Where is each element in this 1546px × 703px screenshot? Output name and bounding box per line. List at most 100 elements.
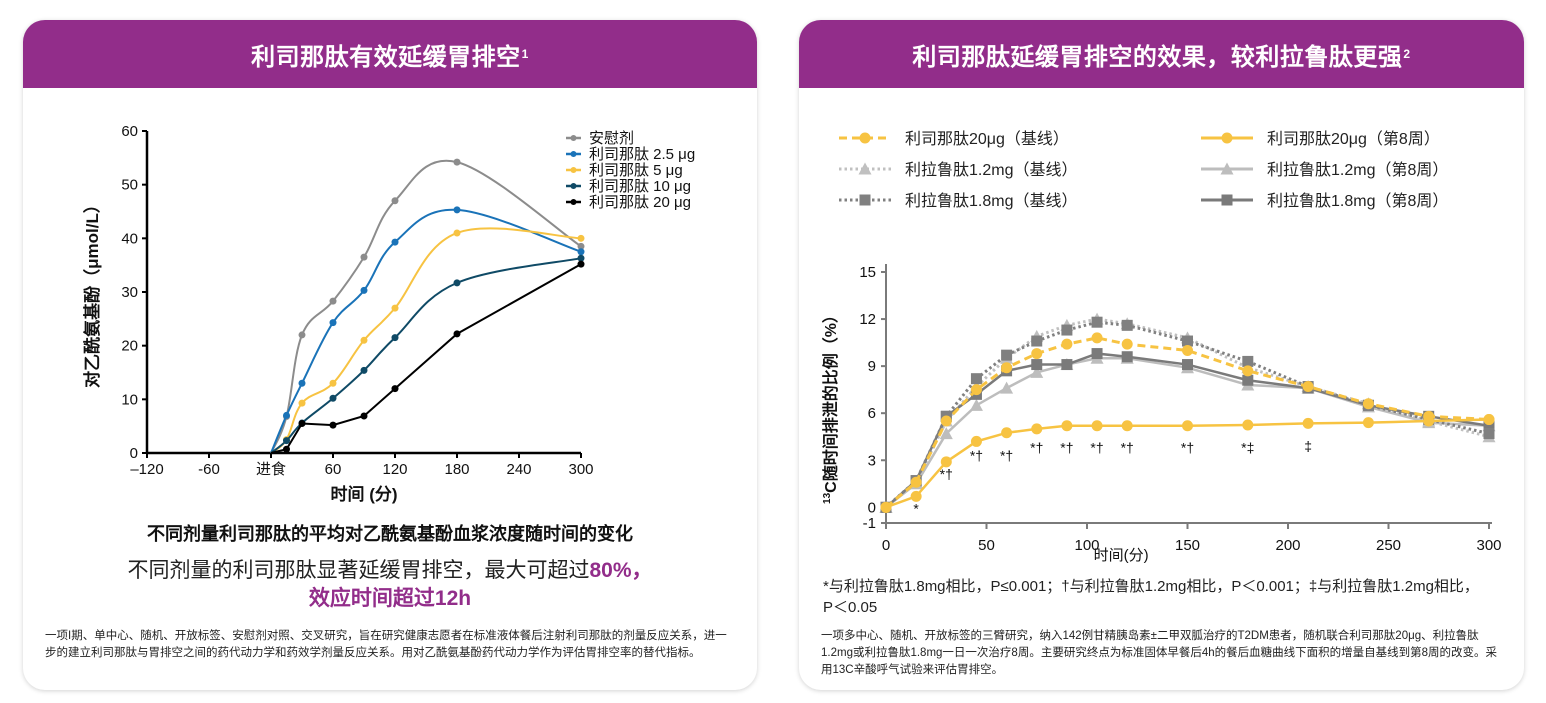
data-point-square [1061,324,1073,336]
y-axis-title: 13C随时间排泄的比例（%） [821,307,840,504]
y-tick-label: 30 [121,284,138,301]
data-point [360,336,368,344]
data-point-square [970,373,982,385]
legend-label: 利司那肽 20 μg [589,194,691,211]
data-point-triangle [939,427,953,440]
x-tick-label: 0 [882,537,890,554]
legend-label: 利司那肽 2.5 μg [589,146,695,163]
legend-label: 利拉鲁肽1.2mg（基线） [905,161,1077,179]
significance-marker: *† [1060,439,1073,455]
headline-highlight-percent: 80%， [589,559,653,582]
data-point-circle [1221,132,1233,144]
series-line-4 [885,320,1490,509]
data-point-square [1242,355,1254,367]
gastric-emptying-chart: 利司那肽20μg（基线） 利司那肽20μg（第8周） 利拉鲁肽1.2mg（基线） 利拉… [821,130,1502,564]
data-point-square [1242,374,1254,386]
data-point [360,253,368,261]
y-tick-label: 60 [121,123,138,140]
data-point-circle [1182,420,1193,432]
x-tick-label: 250 [1376,537,1401,554]
data-point [453,158,461,166]
data-point-square [1121,351,1133,363]
data-point-circle [910,490,922,502]
y-tick-label: -1 [863,515,876,532]
data-point [453,279,461,287]
y-tick-label: 10 [121,391,138,408]
legend-swatch-marker [570,199,577,205]
data-point-circle [940,415,952,427]
data-point-triangle [1220,162,1234,175]
data-point [360,366,368,374]
data-point [391,304,399,312]
data-point-triangle [969,398,983,411]
data-point-square [1031,335,1043,347]
data-point-circle [1091,420,1103,432]
data-point [577,260,585,268]
data-point-circle [880,501,892,513]
x-tick-label: 240 [506,461,531,478]
right-footnote: 一项多中心、随机、开放标签的三臂研究，纳入142例甘精胰岛素±二甲双胍治疗的T2… [821,630,1498,676]
data-point [283,445,290,453]
data-point-circle [1423,415,1435,427]
data-point-square [1483,420,1495,432]
legend-label: 利拉鲁肽1.2mg（第8周） [1267,161,1448,179]
y-tick-label: 3 [868,452,876,469]
data-point-square [1221,194,1233,206]
data-point-square [1091,348,1103,360]
data-point [453,229,461,237]
data-point [283,437,290,445]
left-headline: 不同剂量的利司那肽显著延缓胃排空，最大可超过80%， 效应时间超过12h [23,557,757,613]
legend-swatch-marker [570,167,577,173]
acetaminophen-chart: 0 10 20 30 40 50 60 –120 -60 进食 60 120 180 240 300 时间 (… [82,123,695,504]
left-panel-title: 利司那肽有效延缓胃排空 [251,43,521,71]
x-tick-label: 120 [382,461,407,478]
x-tick-label: 300 [1476,537,1501,554]
x-tick-label: –120 [130,461,163,478]
data-point-square [1182,335,1193,347]
data-point [329,379,337,387]
data-point [329,394,337,402]
right-panel-title: 利司那肽延缓胃排空的效果，较利拉鲁肽更强 [912,43,1403,71]
data-point-circle [1001,362,1013,374]
data-point [391,385,399,393]
significance-marker: ‡ [1304,438,1312,454]
left-panel-header: 利司那肽有效延缓胃排空 1 [23,20,757,88]
data-point [298,379,306,387]
data-point-circle [940,456,952,468]
data-point-circle [1362,398,1374,410]
data-point [391,334,399,342]
x-tick-label: 300 [568,461,593,478]
data-point-circle [1121,338,1133,350]
x-tick-label: 200 [1275,537,1300,554]
y-axis-title-sup: 13 [822,492,833,504]
series-line-1 [885,418,1490,509]
x-axis-title: 时间(分) [1094,547,1149,564]
data-point [298,331,306,339]
data-point-circle [1483,413,1495,425]
right-panel: 利司那肽延缓胃排空的效果，较利拉鲁肽更强 2 利司那肽20μg（基线） 利司那肽20… [799,20,1524,690]
right-panel-header: 利司那肽延缓胃排空的效果，较利拉鲁肽更强 2 [799,20,1524,88]
x-tick-label: -60 [198,461,220,478]
data-point-square [1483,428,1495,440]
y-tick-label: 0 [868,499,876,516]
data-point [329,421,337,429]
significance-marker: *† [1000,447,1013,463]
y-tick-label: 15 [859,264,876,281]
y-tick-label: 40 [121,230,138,247]
series-line-1 [270,208,582,454]
data-point-circle [1121,420,1133,432]
data-point-circle [1182,344,1193,356]
data-point [453,330,461,338]
data-point [391,197,399,205]
data-point-triangle [1030,365,1044,378]
data-point [577,254,585,262]
x-tick-label: 100 [1074,537,1099,554]
left-chart-caption: 不同剂量利司那肽的平均对乙酰氨基酚血浆浓度随时间的变化 [147,524,633,544]
data-point-square [1121,319,1133,331]
significance-marker: *‡ [1241,439,1254,455]
legend-label: 利司那肽20μg（基线） [905,130,1069,148]
x-axis-title: 时间 (分) [330,484,397,504]
significance-marker: *† [1181,439,1194,455]
data-point-circle [1242,419,1254,431]
data-point-square [1001,349,1013,361]
